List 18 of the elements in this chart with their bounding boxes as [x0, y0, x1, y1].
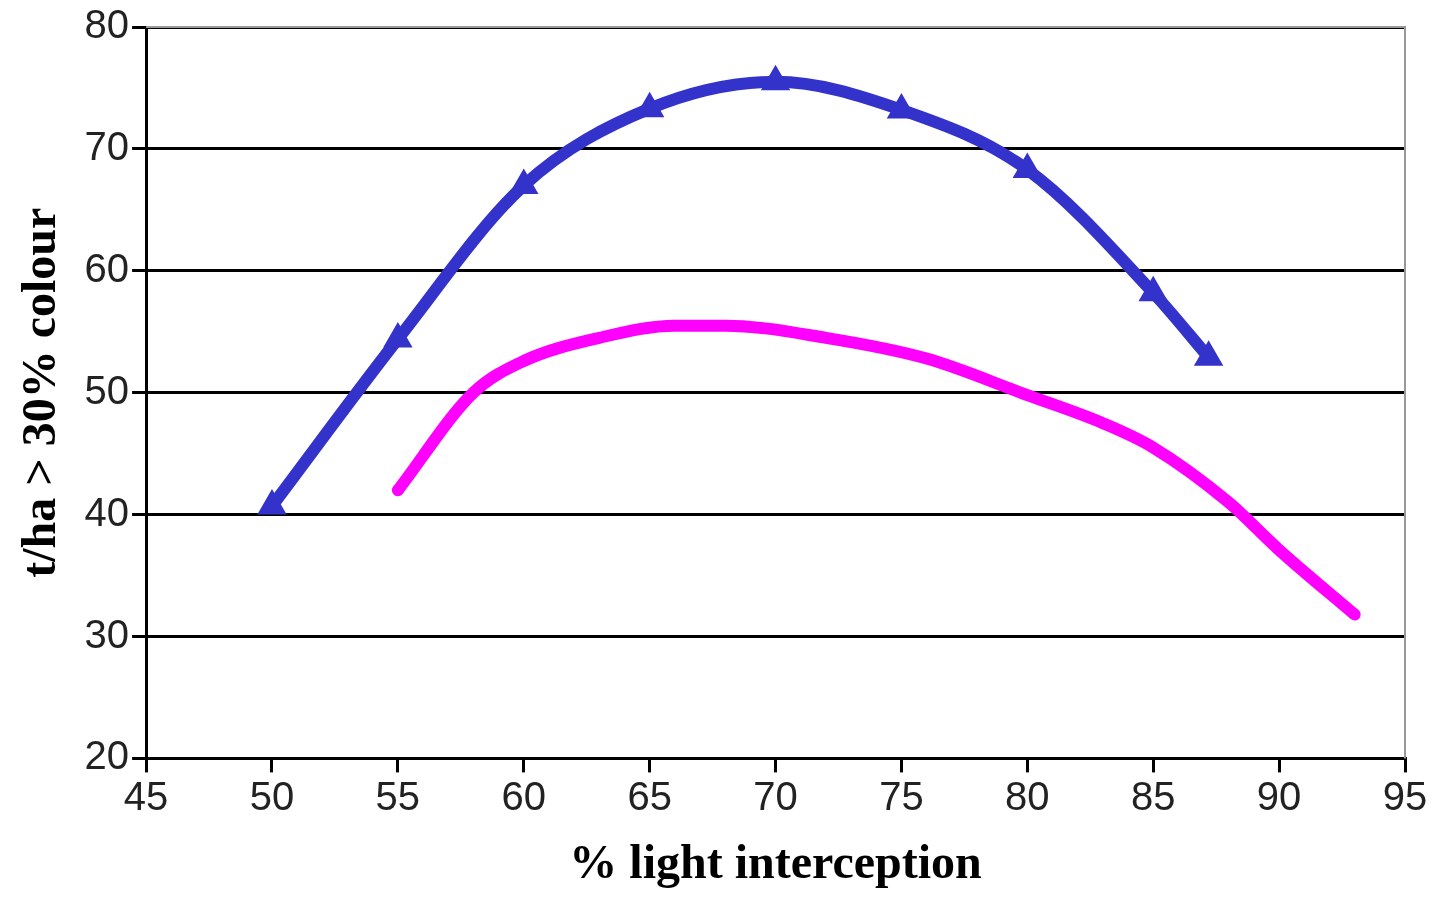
y-tick-label: 80	[84, 2, 130, 47]
x-tick-label: 70	[753, 774, 798, 819]
x-tick-label: 55	[375, 774, 421, 819]
x-tick-label: 80	[1005, 774, 1050, 819]
x-tick-label: 90	[1256, 774, 1302, 819]
x-axis-title: % light interception	[569, 834, 982, 888]
x-tick-label: 95	[1382, 774, 1428, 819]
x-tick-label: 60	[501, 774, 547, 819]
y-tick-label: 50	[84, 367, 130, 412]
y-axis-title: t/ha > 30% colour	[12, 207, 66, 578]
x-tick-label: 65	[627, 774, 672, 819]
x-tick-label: 50	[249, 774, 295, 819]
y-tick-label: 60	[84, 245, 130, 290]
y-tick-label: 70	[84, 123, 130, 168]
x-tick-label: 75	[879, 774, 924, 819]
y-tick-label: 40	[84, 489, 130, 534]
x-tick-label: 85	[1130, 774, 1176, 819]
y-tick-label: 30	[84, 611, 130, 656]
